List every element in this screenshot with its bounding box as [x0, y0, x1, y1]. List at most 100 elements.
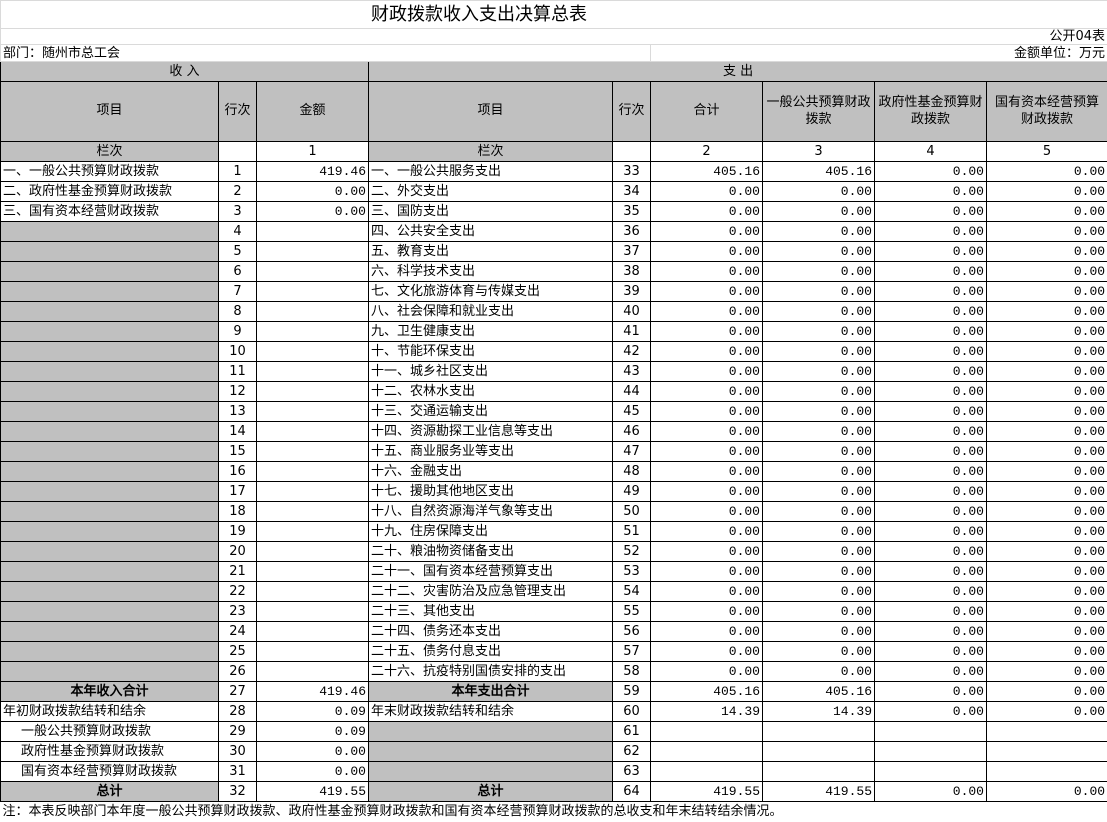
expense-total: 0.00: [651, 442, 763, 462]
expense-total: 0.00: [651, 522, 763, 542]
column-header: 行次: [613, 82, 651, 142]
expense-general: 14.39: [763, 702, 875, 722]
expense-fund: 0.00: [875, 702, 987, 722]
expense-fund: [875, 742, 987, 762]
expense-no: 50: [613, 502, 651, 522]
expense-state: 0.00: [987, 462, 1107, 482]
expense-item: 五、教育支出: [369, 242, 613, 262]
expense-no: 41: [613, 322, 651, 342]
expense-item: 二十六、抗疫特别国债安排的支出: [369, 662, 613, 682]
income-item: [1, 582, 219, 602]
expense-no: 55: [613, 602, 651, 622]
expense-item: 六、科学技术支出: [369, 262, 613, 282]
income-amount: [257, 422, 369, 442]
income-amount: 0.00: [257, 182, 369, 202]
expense-state: 0.00: [987, 302, 1107, 322]
expense-no: 59: [613, 682, 651, 702]
expense-state: 0.00: [987, 282, 1107, 302]
expense-total: 0.00: [651, 662, 763, 682]
expense-item: 十二、农林水支出: [369, 382, 613, 402]
income-item: 国有资本经营预算财政拨款: [1, 762, 219, 782]
expense-state: 0.00: [987, 222, 1107, 242]
expense-fund: 0.00: [875, 502, 987, 522]
expense-item: 年末财政拨款结转和结余: [369, 702, 613, 722]
income-item: 二、政府性基金预算财政拨款: [1, 182, 219, 202]
expense-total: 0.00: [651, 222, 763, 242]
expense-no: 43: [613, 362, 651, 382]
form-row: 公开04表: [1, 29, 1107, 45]
income-item: [1, 302, 219, 322]
income-amount: 419.46: [257, 682, 369, 702]
income-amount: [257, 222, 369, 242]
expense-no: 53: [613, 562, 651, 582]
expense-general: 0.00: [763, 222, 875, 242]
income-no: 22: [219, 582, 257, 602]
expense-general: 0.00: [763, 642, 875, 662]
expense-fund: 0.00: [875, 782, 987, 802]
expense-state: 0.00: [987, 562, 1107, 582]
expense-state: 0.00: [987, 382, 1107, 402]
expense-general: 0.00: [763, 622, 875, 642]
expense-total: 0.00: [651, 462, 763, 482]
expense-state: 0.00: [987, 322, 1107, 342]
expense-state: 0.00: [987, 662, 1107, 682]
column-header: 国有资本经营预算财政拨款: [987, 82, 1107, 142]
column-number: 2: [651, 142, 763, 162]
expense-no: 44: [613, 382, 651, 402]
expense-fund: 0.00: [875, 302, 987, 322]
expense-state: 0.00: [987, 642, 1107, 662]
expense-no: 51: [613, 522, 651, 542]
expense-no: 40: [613, 302, 651, 322]
header-row: 项目行次金额项目行次合计一般公共预算财政拨款政府性基金预算财政拨款国有资本经营预…: [1, 82, 1107, 142]
income-item: [1, 342, 219, 362]
expense-state: 0.00: [987, 442, 1107, 462]
income-no: 12: [219, 382, 257, 402]
income-item: [1, 322, 219, 342]
expense-item: [369, 722, 613, 742]
expense-general: 405.16: [763, 162, 875, 182]
expense-state: 0.00: [987, 182, 1107, 202]
expense-state: 0.00: [987, 602, 1107, 622]
expense-fund: 0.00: [875, 362, 987, 382]
expense-fund: [875, 722, 987, 742]
income-no: 9: [219, 322, 257, 342]
income-item: [1, 502, 219, 522]
expense-general: [763, 762, 875, 782]
expense-fund: 0.00: [875, 522, 987, 542]
expense-general: 0.00: [763, 602, 875, 622]
title-row: 财政拨款收入支出决算总表: [1, 1, 1107, 29]
income-amount: [257, 362, 369, 382]
column-header: 合计: [651, 82, 763, 142]
expense-general: 0.00: [763, 422, 875, 442]
section-income: 收 入: [1, 62, 369, 82]
income-item: 总计: [1, 782, 219, 802]
expense-no: 42: [613, 342, 651, 362]
expense-no: 39: [613, 282, 651, 302]
column-header: 一般公共预算财政拨款: [763, 82, 875, 142]
expense-general: 0.00: [763, 302, 875, 322]
expense-general: 0.00: [763, 502, 875, 522]
column-number: [219, 142, 257, 162]
expense-total: 0.00: [651, 262, 763, 282]
expense-fund: 0.00: [875, 422, 987, 442]
income-no: 20: [219, 542, 257, 562]
expense-fund: 0.00: [875, 582, 987, 602]
expense-total: 405.16: [651, 682, 763, 702]
income-amount: [257, 342, 369, 362]
income-no: 6: [219, 262, 257, 282]
expense-total: 0.00: [651, 622, 763, 642]
column-header: 金额: [257, 82, 369, 142]
income-amount: [257, 442, 369, 462]
expense-total: [651, 722, 763, 742]
